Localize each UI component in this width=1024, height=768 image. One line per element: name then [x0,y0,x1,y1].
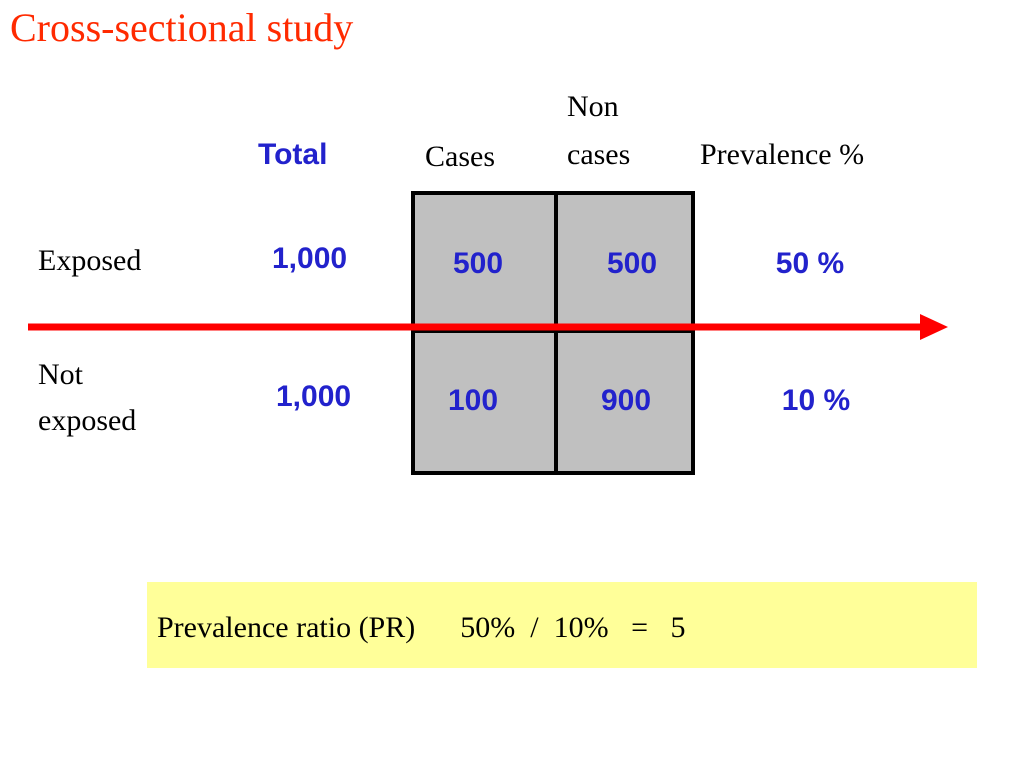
ratio-operator: / [530,611,539,644]
not-exposed-total: 1,000 [276,380,352,413]
exposed-total: 1,000 [272,242,348,275]
header-non-cases-line2: cases [567,138,631,171]
exposed-prevalence: 50 % [775,247,845,280]
row-label-not-exposed-line2: exposed [38,404,137,437]
row-label-exposed: Exposed [38,244,142,277]
ratio-denominator: 10% [553,611,609,644]
exposed-non-cases: 500 [606,247,658,280]
header-total: Total [258,138,328,171]
row-label-not-exposed-line1: Not [38,358,83,391]
exposed-cases: 500 [452,247,504,280]
cell-not-exposed-non-cases [554,329,695,475]
page-title: Cross-sectional study [10,5,354,50]
ratio-result: 5 [670,611,686,644]
not-exposed-prevalence: 10 % [781,384,851,417]
prevalence-ratio-box: Prevalence ratio (PR) 50% / 10% = 5 [147,582,977,668]
ratio-numerator: 50% [460,611,516,644]
header-prevalence: Prevalence % [700,138,865,171]
not-exposed-non-cases: 900 [600,384,652,417]
header-non-cases-line1: Non [567,90,619,123]
ratio-equals: = [631,611,649,644]
not-exposed-cases: 100 [447,384,499,417]
ratio-label: Prevalence ratio (PR) [157,611,416,644]
header-cases: Cases [425,140,495,173]
